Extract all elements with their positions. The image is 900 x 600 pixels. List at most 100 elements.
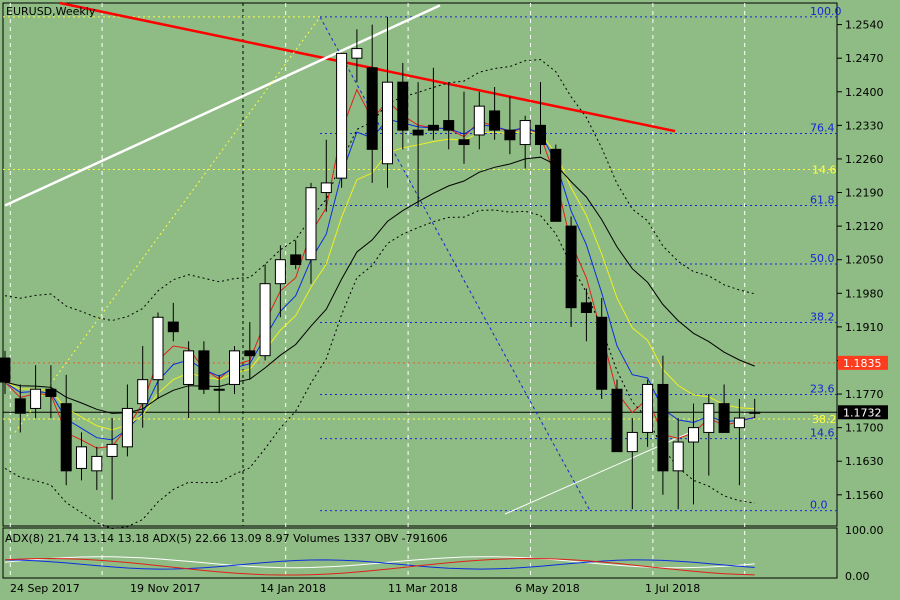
candle-body-14 — [213, 388, 225, 391]
candle-body-35 — [535, 124, 546, 146]
price-tick-label-6: 1.2120 — [845, 220, 884, 233]
price-tick-label-5: 1.2190 — [845, 187, 884, 200]
price-tick-label-8: 1.1980 — [845, 287, 884, 300]
candle-body-27 — [412, 129, 424, 136]
candle-body-34 — [519, 120, 531, 146]
candle-body-21 — [320, 182, 332, 194]
candle-body-18 — [274, 259, 286, 285]
candle-body-40 — [611, 388, 623, 453]
time-label-3: 11 Mar 2018 — [388, 582, 458, 595]
candle-body-15 — [229, 350, 240, 385]
time-label-2: 14 Jan 2018 — [260, 582, 326, 595]
price-tick-label-12: 1.1700 — [845, 422, 884, 435]
candle-body-12 — [183, 350, 195, 385]
time-axis: 24 Sep 2017 19 Nov 2017 14 Jan 2018 11 Mar … — [10, 582, 700, 595]
candle-body-45 — [688, 427, 699, 443]
candle-body-37 — [565, 225, 577, 309]
time-label-0: 24 Sep 2017 — [10, 582, 80, 595]
price-tick-label-0: 1.2540 — [845, 19, 884, 32]
price-tick-label-13: 1.1630 — [845, 455, 884, 468]
price-tick-label-2: 1.2400 — [845, 86, 884, 99]
candle-body-31 — [473, 105, 485, 136]
indicator-tick-0: 100.00 — [845, 524, 884, 537]
candlesticks — [0, 16, 761, 510]
candle-body-29 — [443, 120, 455, 131]
fibonacci-levels: 100.076.461.850.038.223.614.60.014.638.2 — [3, 5, 842, 512]
indicator-tick-1: 0.00 — [845, 570, 870, 583]
price-tick-label-4: 1.2260 — [845, 153, 884, 166]
candle-body-1 — [14, 398, 26, 414]
price-tick-label-11: 1.1770 — [845, 388, 884, 401]
candle-body-33 — [504, 129, 516, 141]
fib-secondary-label-0: 14.6 — [812, 163, 837, 176]
envelope-lower — [4, 209, 755, 530]
candle-body-10 — [152, 316, 164, 381]
fib-level-label-5: 23.6 — [810, 383, 835, 396]
candle-body-19 — [290, 254, 302, 266]
candle-body-41 — [626, 431, 638, 453]
candle-body-46 — [703, 403, 715, 433]
price-tick-label-9: 1.1910 — [845, 321, 884, 334]
price-tick-label-7: 1.2050 — [845, 254, 884, 267]
chart-title: EURUSD,Weekly — [6, 5, 96, 18]
fib-level-label-4: 38.2 — [810, 311, 835, 324]
candle-body-44 — [672, 441, 684, 472]
candle-body-42 — [642, 383, 654, 433]
candle-body-30 — [458, 139, 470, 146]
candle-body-26 — [397, 81, 409, 131]
candle-body-25 — [382, 81, 393, 165]
candle-body-20 — [305, 187, 317, 261]
time-label-1: 19 Nov 2017 — [130, 582, 200, 595]
candle-body-3 — [45, 388, 57, 397]
candle-body-43 — [657, 383, 669, 472]
indicator-panel-frame — [2, 527, 838, 579]
candle-body-6 — [91, 455, 103, 472]
fib-level-label-2: 61.8 — [810, 193, 835, 206]
indicator-lines: 100.00 0.00 — [4, 524, 884, 583]
candle-body-13 — [198, 350, 210, 390]
candle-body-48 — [733, 417, 745, 429]
yellow-diagonal — [14, 16, 321, 433]
candle-body-9 — [137, 379, 149, 405]
minus-di-line — [4, 557, 755, 576]
alert-level-tag — [838, 355, 888, 370]
candle-body-24 — [366, 67, 378, 150]
candle-body-7 — [106, 443, 118, 457]
candle-body-22 — [336, 52, 348, 179]
price-tick-label-3: 1.2330 — [845, 119, 884, 132]
fib-secondary-label-1: 38.2 — [812, 413, 837, 426]
price-tick-label-1: 1.2470 — [845, 52, 884, 65]
candle-body-47 — [718, 403, 730, 433]
red-trendline — [59, 1, 676, 133]
candle-body-36 — [550, 148, 562, 222]
current-price-tag — [838, 405, 888, 420]
white-trendline — [4, 4, 441, 207]
price-axis: 1.2540 1.2470 1.2400 1.2330 1.2260 1.2190 1.21… — [837, 19, 888, 502]
candle-body-11 — [167, 321, 179, 333]
indicator-label: ADX(8) 21.74 13.14 13.18 ADX(5) 22.66 13… — [5, 532, 448, 545]
candle-body-2 — [30, 388, 42, 409]
candle-body-38 — [580, 302, 592, 313]
candle-body-39 — [596, 316, 608, 390]
candle-body-23 — [351, 48, 363, 59]
time-label-4: 6 May 2018 — [515, 582, 580, 595]
fib-level-label-1: 76.4 — [810, 122, 835, 135]
current-price-value: 1.1732 — [843, 406, 882, 419]
fib-level-label-7: 0.0 — [810, 499, 828, 512]
candle-body-5 — [76, 446, 87, 469]
candle-body-16 — [244, 350, 256, 357]
plus-di-line — [4, 559, 755, 570]
candle-body-0 — [0, 357, 11, 383]
fib-diagonal — [319, 16, 591, 511]
candle-body-4 — [60, 403, 72, 472]
candle-body-49 — [749, 411, 761, 414]
price-tick-label-14: 1.1560 — [845, 489, 884, 502]
candle-body-28 — [427, 124, 439, 131]
fib-level-label-0: 100.0 — [810, 5, 842, 18]
alert-level-value: 1.1835 — [843, 357, 882, 370]
time-label-5: 1 Jul 2018 — [645, 582, 700, 595]
candle-body-17 — [259, 283, 271, 357]
fib-level-label-3: 50.0 — [810, 252, 835, 265]
